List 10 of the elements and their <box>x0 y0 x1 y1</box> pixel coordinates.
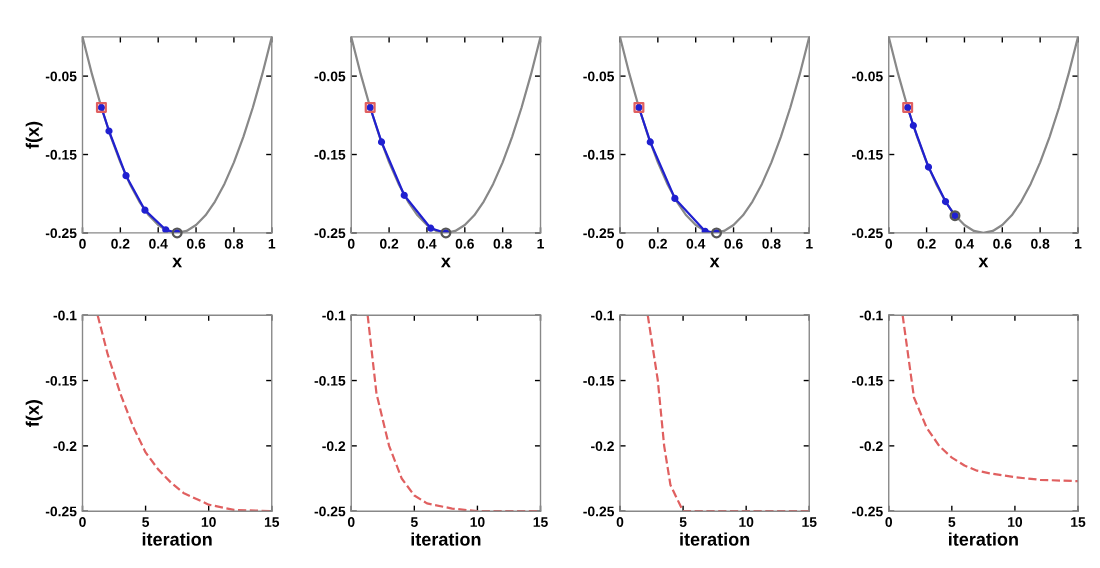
x-axis-title: x <box>172 257 183 268</box>
x-axis-title: x <box>709 257 720 268</box>
x-axis-title: iteration <box>680 532 750 546</box>
x-axis-title: iteration <box>949 532 1018 546</box>
x-axis-title: iteration <box>142 532 212 546</box>
x-axis-title: iteration <box>411 532 481 546</box>
y-axis-title: f(x) <box>25 400 43 427</box>
x-axis-title: x <box>978 257 989 268</box>
x-axis-title: x <box>440 257 451 268</box>
y-axis-title: f(x) <box>25 121 43 149</box>
